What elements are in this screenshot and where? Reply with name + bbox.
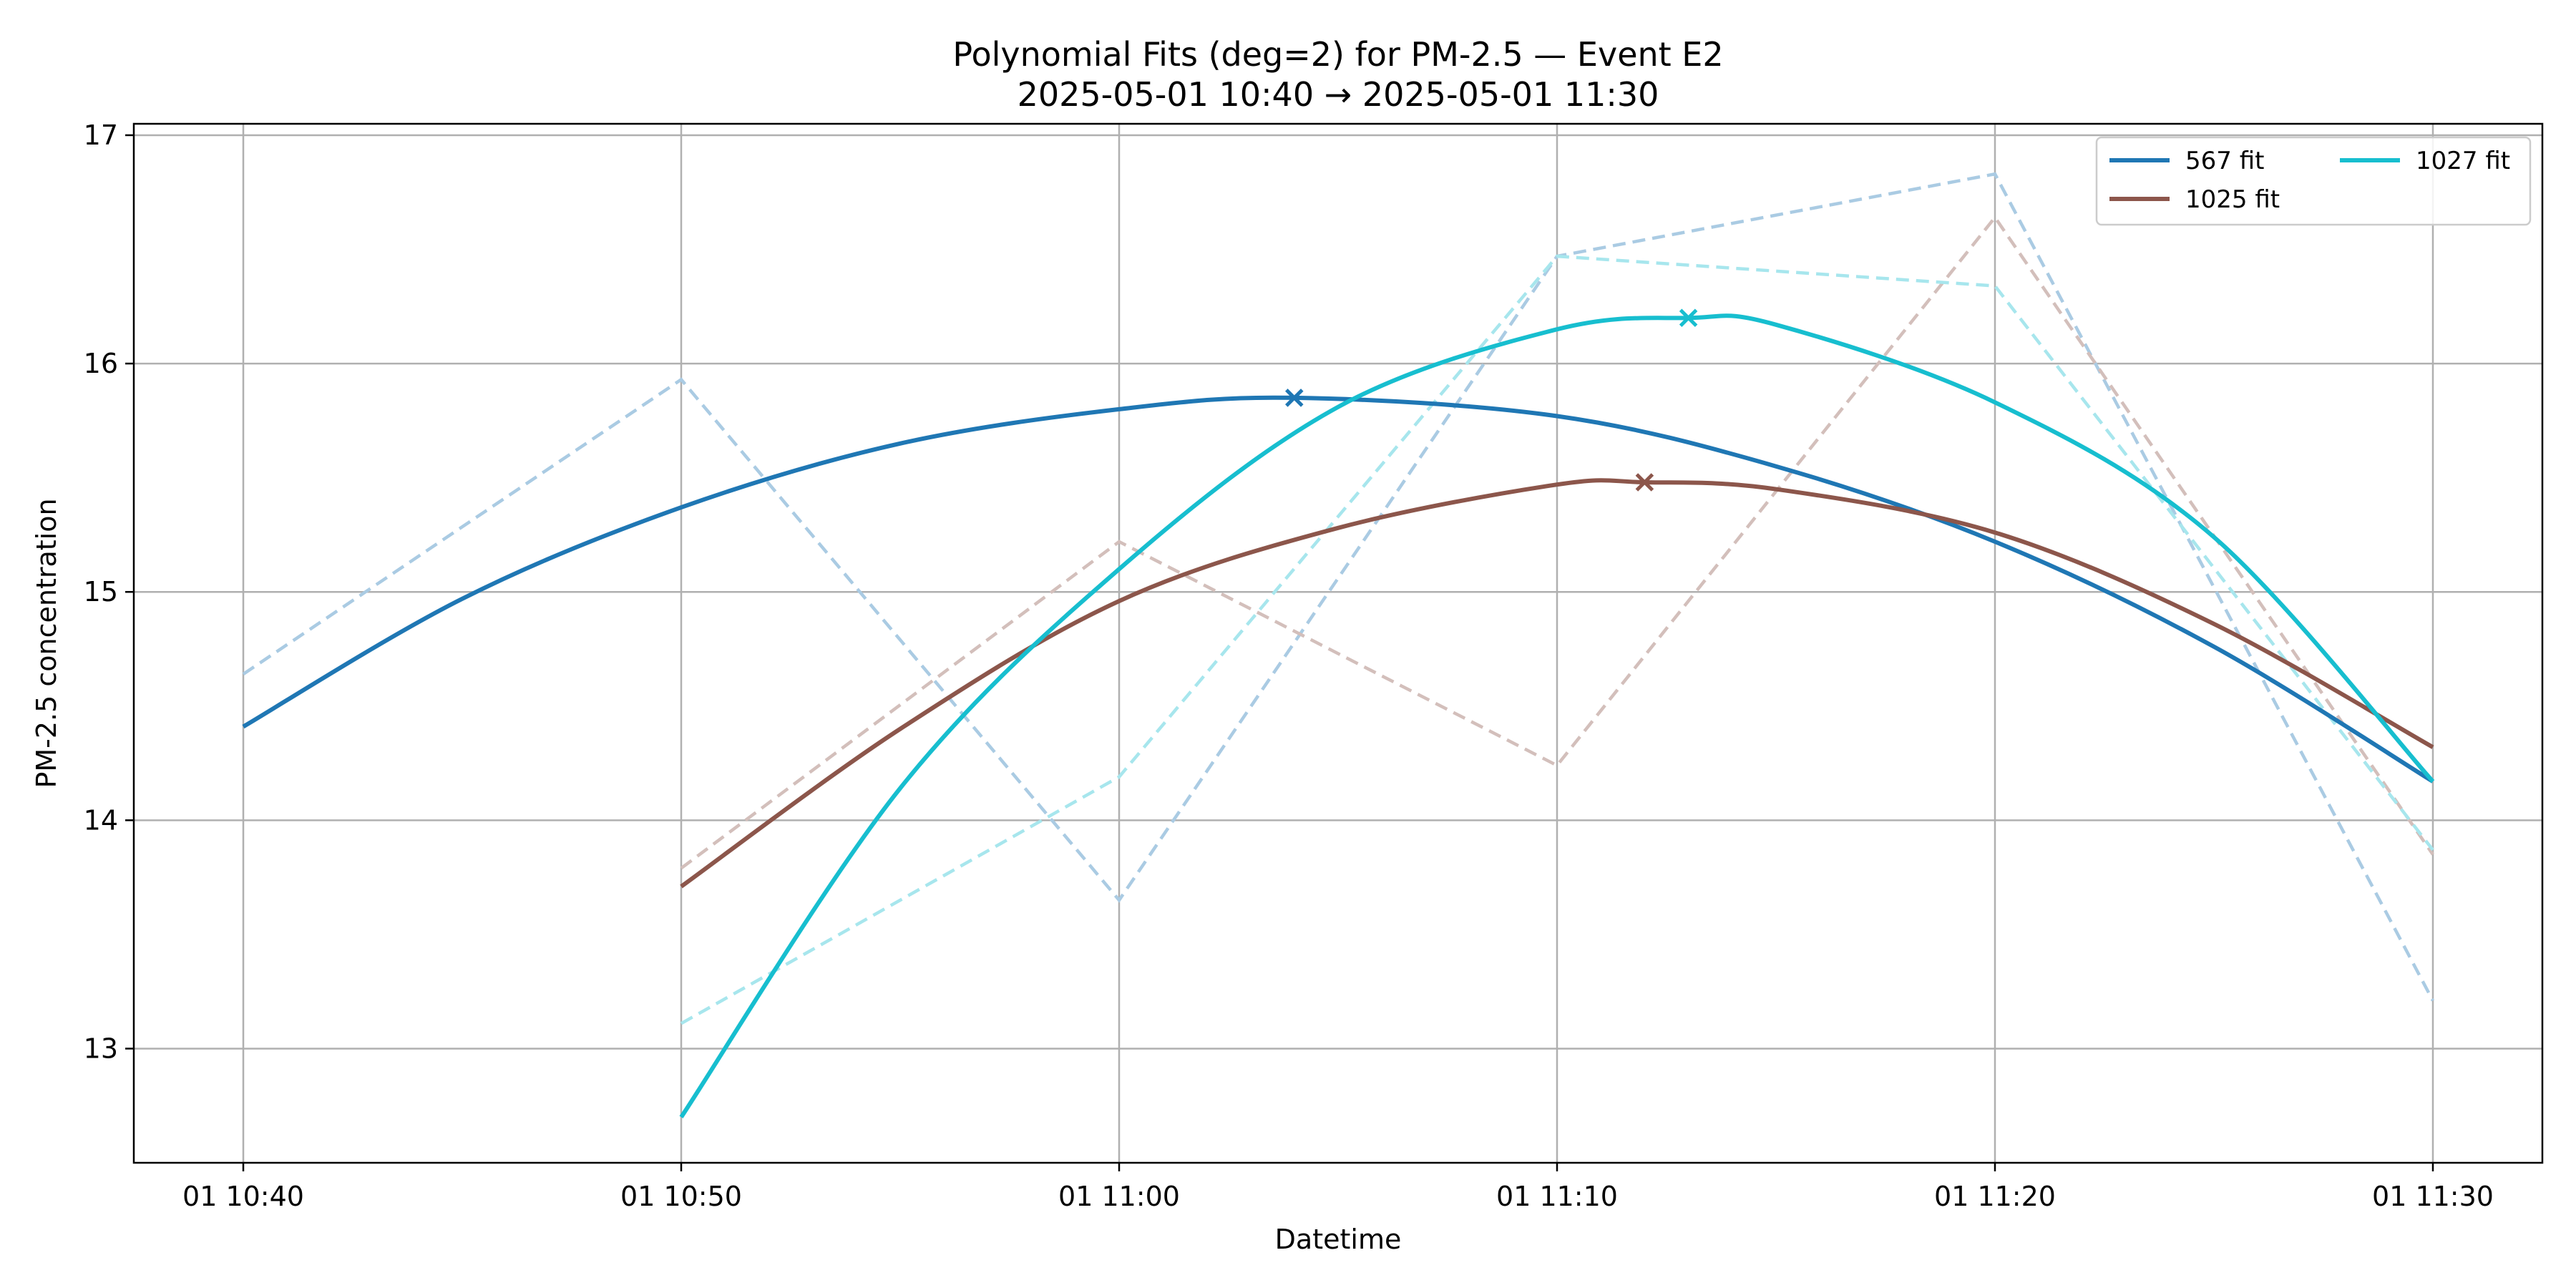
legend-frame [2095,136,2532,226]
raw-line-1025-fit [680,215,2434,870]
y-tick-label: 16 [84,348,118,379]
y-tick-label: 17 [84,119,118,151]
peak-marker-1025-fit [1635,473,1654,492]
fit-line-1027-fit [679,313,2435,1118]
raw-line-567-fit [242,172,2434,1002]
x-tick-label: 01 10:50 [620,1181,742,1212]
legend-label: 567 fit [2185,147,2264,175]
chart-title: Polynomial Fits (deg=2) for PM-2.5 — Eve… [952,35,1723,74]
peak-markers [1285,308,1698,492]
x-axis-ticks: 01 10:40 01 10:50 01 11:00 01 11:10 01 11:20… [182,1163,2494,1212]
grid-lines [134,124,2542,1163]
y-tick-label: 15 [84,576,118,608]
y-axis-label: PM-2.5 concentration [31,498,62,788]
x-tick-label: 01 10:40 [182,1181,304,1212]
y-axis-ticks: 13 14 15 16 17 [84,119,134,1064]
legend-item: 1025 fit [2109,185,2280,214]
chart-subtitle: 2025-05-01 10:40 → 2025-05-01 11:30 [1018,75,1659,114]
peak-marker-567-fit [1285,389,1304,407]
raw-line-1027-fit [680,254,2434,1025]
x-axis-label: Datetime [1275,1224,1402,1255]
fit-series-lines [242,313,2435,1118]
fit-line-1025-fit [680,478,2434,889]
y-tick-label: 13 [84,1033,118,1064]
legend-item: 567 fit [2109,147,2264,175]
peak-marker-1027-fit [1679,308,1698,328]
fit-line-567-fit [242,395,2434,784]
legend: 567 fit 1025 fit 1027 fit [2095,136,2532,226]
legend-label: 1027 fit [2416,147,2510,175]
raw-series-lines [242,172,2434,1025]
x-tick-label: 01 11:20 [1934,1181,2056,1212]
legend-label: 1025 fit [2185,185,2280,214]
plot-frame [132,122,2544,1164]
x-tick-label: 01 11:30 [2372,1181,2494,1212]
legend-item: 1027 fit [2340,147,2510,175]
y-tick-label: 14 [84,804,118,836]
x-tick-label: 01 11:00 [1058,1181,1180,1212]
x-tick-label: 01 11:10 [1496,1181,1618,1212]
